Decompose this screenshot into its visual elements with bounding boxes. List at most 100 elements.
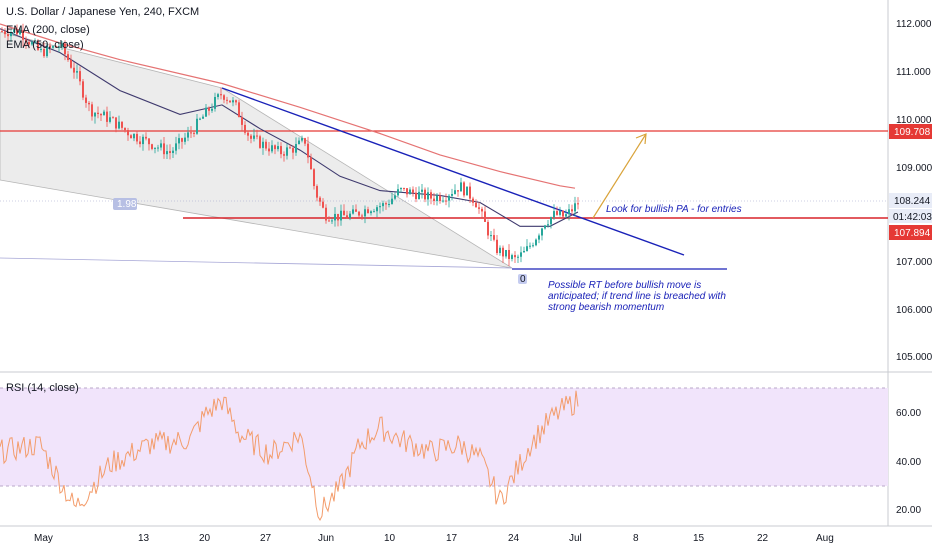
candle-body: [181, 138, 183, 142]
candles-group[interactable]: [1, 23, 579, 266]
candle-body: [466, 186, 468, 196]
candle-body: [190, 132, 192, 134]
candle-body: [157, 147, 159, 149]
rsi-tick: 20.00: [896, 505, 921, 516]
candle-body: [529, 245, 531, 247]
candle-body: [451, 194, 453, 196]
price-tick: 112.000: [896, 19, 932, 30]
candle-body: [520, 252, 522, 257]
candle-body: [316, 186, 318, 198]
candle-body: [100, 114, 102, 116]
candle-body: [214, 96, 216, 109]
candle-body: [532, 245, 534, 247]
candle-body: [514, 255, 516, 258]
candle-body: [487, 221, 489, 236]
candle-body: [403, 188, 405, 190]
candle-body: [376, 207, 378, 212]
pattern-label-box: [113, 198, 137, 210]
candle-body: [334, 213, 336, 221]
candle-body: [571, 209, 573, 212]
candle-body: [358, 211, 360, 216]
candle-body: [121, 121, 123, 128]
candle-body: [493, 235, 495, 240]
candle-body: [133, 133, 135, 139]
candle-body: [373, 211, 375, 213]
candle-body: [28, 42, 30, 45]
bullish-arrow-head: [635, 133, 647, 145]
candle-body: [505, 249, 507, 257]
candle-body: [322, 201, 324, 208]
price-tick: 111.000: [896, 67, 931, 78]
entry-note: Look for bullish PA - for entries: [606, 204, 742, 215]
candle-body: [154, 147, 156, 149]
rt-note-line-2: anticipated; if trend line is breached w…: [548, 291, 726, 302]
rsi-line[interactable]: [0, 390, 579, 522]
candle-body: [262, 141, 264, 148]
candle-body: [70, 59, 72, 68]
last-price-tag: [889, 193, 932, 208]
candle-body: [49, 45, 51, 48]
ema50-line[interactable]: [0, 28, 579, 227]
candle-body: [526, 246, 528, 251]
candle-body: [499, 247, 501, 254]
candle-body: [127, 130, 129, 136]
candle-body: [448, 195, 450, 201]
candle-body: [502, 247, 504, 257]
time-tick: 15: [693, 533, 705, 544]
candle-body: [91, 104, 93, 117]
time-tick: 8: [633, 533, 639, 544]
candle-body: [244, 124, 246, 133]
candle-body: [268, 148, 270, 152]
candle-body: [124, 127, 126, 131]
candle-body: [79, 71, 81, 82]
countdown-tag: [889, 209, 932, 223]
ema200-line[interactable]: [0, 23, 576, 189]
candle-body: [283, 154, 285, 156]
candle-body: [481, 208, 483, 212]
rsi-axis[interactable]: 60.00 40.00 20.00: [896, 408, 921, 516]
candle-body: [73, 67, 75, 73]
time-axis[interactable]: May 13 20 27 Jun 10 17 24 Jul 8 15 22 Au…: [34, 533, 834, 544]
candle-body: [472, 198, 474, 203]
candle-body: [7, 34, 9, 37]
time-tick: 20: [199, 533, 211, 544]
candle-body: [469, 186, 471, 199]
candle-body: [85, 97, 87, 103]
candle-body: [109, 117, 111, 122]
candle-body: [310, 157, 312, 170]
candle-body: [523, 250, 525, 253]
time-tick: 24: [508, 533, 520, 544]
rsi-band: [0, 388, 888, 486]
candle-body: [19, 30, 21, 35]
candle-body: [16, 29, 18, 35]
candle-body: [295, 144, 297, 153]
candle-body: [292, 148, 294, 153]
support-tag-text: 107.894: [894, 228, 931, 239]
candle-body: [361, 215, 363, 217]
candle-body: [169, 151, 171, 154]
candle-body: [226, 99, 228, 101]
candle-body: [484, 211, 486, 222]
candle-body: [391, 198, 393, 204]
candle-body: [535, 239, 537, 246]
candle-body: [67, 54, 69, 60]
candle-body: [10, 32, 12, 37]
price-axis[interactable]: 112.000 111.000 110.000 109.000 107.000 …: [896, 19, 932, 363]
candle-body: [1, 31, 3, 33]
candle-body: [346, 215, 348, 218]
candle-body: [43, 48, 45, 57]
candle-body: [256, 135, 258, 137]
low-marker: 0: [520, 274, 526, 285]
candle-body: [511, 255, 513, 259]
pattern-label: 1.98: [117, 199, 137, 210]
candle-body: [550, 217, 552, 225]
candle-body: [436, 195, 438, 202]
time-tick: 13: [138, 533, 150, 544]
trend-line[interactable]: [221, 87, 685, 256]
candle-body: [280, 146, 282, 155]
candle-body: [424, 189, 426, 200]
bullish-arrow[interactable]: [592, 133, 647, 219]
candle-body: [118, 121, 120, 129]
candle-body: [370, 211, 372, 214]
candle-body: [433, 198, 435, 202]
